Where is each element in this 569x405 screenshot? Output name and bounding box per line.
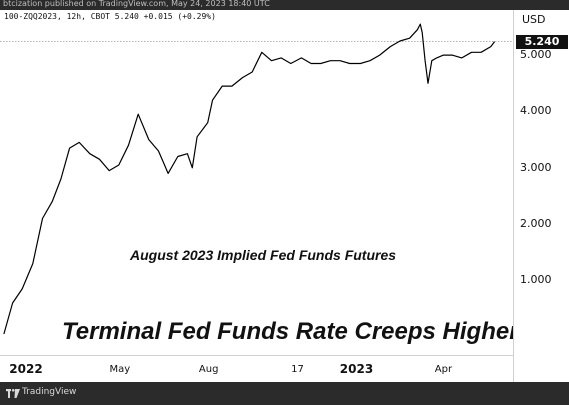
time-axis[interactable] (0, 355, 513, 382)
y-tick-label: 3.000 (520, 160, 552, 174)
tradingview-logo-icon (6, 389, 20, 398)
x-tick-label: Aug (198, 364, 219, 375)
x-tick-label: 2023 (339, 362, 374, 376)
x-tick-label: May (109, 364, 131, 375)
price-series-line (3, 23, 496, 335)
x-tick-label: 17 (291, 364, 304, 375)
publish-info: btcization published on TradingView.com,… (3, 0, 270, 8)
y-tick-label: 4.000 (520, 104, 552, 118)
symbol-info: 100-ZQQ2023, 12h, CBOT 5.240 +0.015 (+0.… (4, 12, 216, 21)
last-price-tag: 5.240 (516, 34, 568, 49)
top-bar: btcization published on TradingView.com,… (0, 0, 569, 10)
currency-label: USD (522, 13, 546, 26)
y-tick-label: 2.000 (520, 217, 552, 231)
y-tick-label: 1.000 (520, 273, 552, 287)
x-tick-label: Apr (434, 364, 453, 375)
tradingview-brand: TradingView (22, 387, 77, 397)
annotation-subtitle: August 2023 Implied Fed Funds Futures (130, 247, 397, 263)
bottom-bar: TradingView (0, 382, 569, 405)
y-tick-label: 5.000 (520, 48, 552, 62)
annotation-title: Terminal Fed Funds Rate Creeps Higher (62, 318, 513, 345)
price-axis[interactable]: USD 1.000 2.000 3.000 4.000 5.000 5.240 (513, 10, 569, 382)
chart-pane[interactable]: 100-ZQQ2023, 12h, CBOT 5.240 +0.015 (+0.… (0, 10, 513, 382)
price-plot (0, 23, 513, 335)
x-tick-label: 2022 (9, 362, 43, 376)
